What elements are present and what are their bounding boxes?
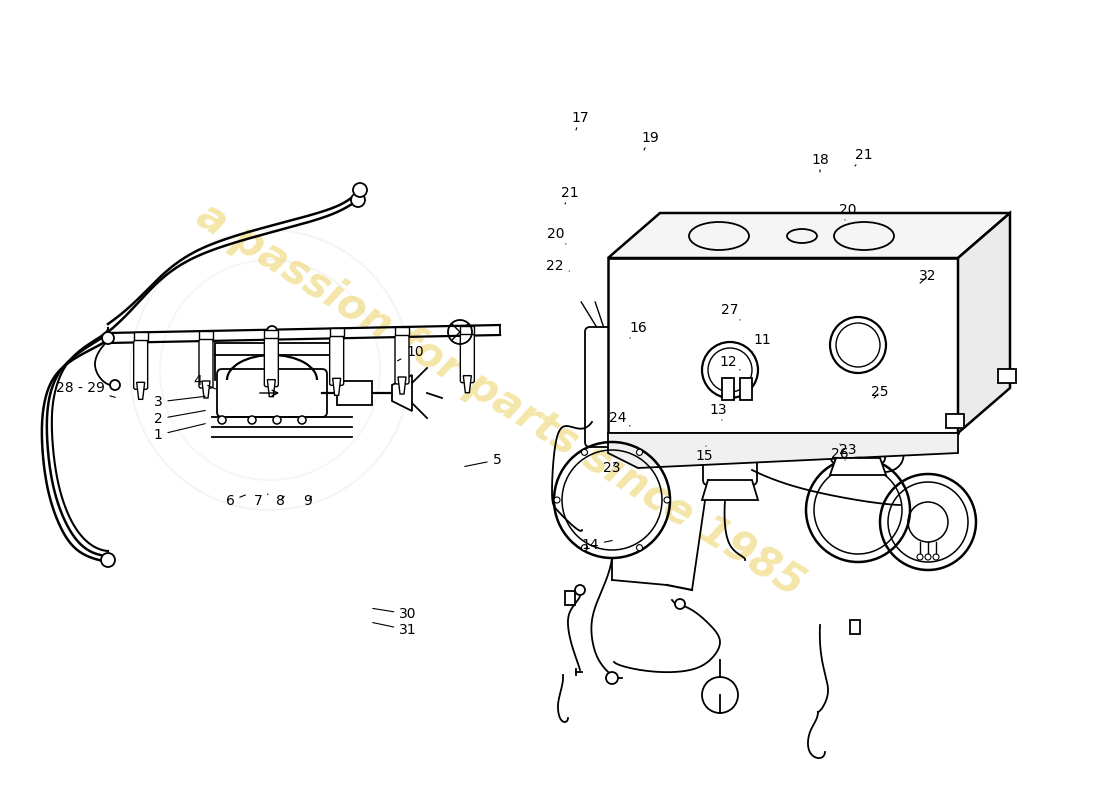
FancyBboxPatch shape	[330, 336, 343, 386]
Text: 9: 9	[304, 494, 312, 508]
Text: 8: 8	[276, 494, 285, 508]
Polygon shape	[332, 378, 341, 395]
Circle shape	[353, 183, 367, 197]
Bar	[850, 620, 860, 634]
Circle shape	[637, 450, 642, 455]
Polygon shape	[202, 381, 210, 398]
Bar	[946, 414, 964, 428]
Text: a passion for parts since 1985: a passion for parts since 1985	[188, 194, 812, 606]
Text: 26: 26	[832, 444, 849, 461]
Text: 21: 21	[561, 186, 579, 204]
Text: 31: 31	[373, 622, 417, 637]
Bar	[608, 258, 958, 433]
Text: 13: 13	[710, 403, 727, 420]
Text: 16: 16	[629, 321, 647, 338]
Bar	[330, 328, 343, 336]
Text: 22: 22	[547, 259, 570, 273]
Circle shape	[101, 553, 116, 567]
Polygon shape	[702, 480, 758, 500]
Text: 2: 2	[154, 410, 206, 426]
FancyBboxPatch shape	[460, 334, 474, 382]
Circle shape	[273, 416, 280, 424]
Polygon shape	[267, 380, 275, 397]
FancyBboxPatch shape	[706, 366, 754, 429]
Polygon shape	[958, 213, 1010, 433]
Circle shape	[606, 672, 618, 684]
Circle shape	[582, 545, 587, 550]
Bar	[264, 330, 278, 338]
FancyBboxPatch shape	[395, 335, 409, 384]
Circle shape	[637, 545, 642, 550]
Circle shape	[351, 193, 365, 207]
Text: 10: 10	[397, 345, 424, 361]
Text: 30: 30	[373, 607, 417, 621]
Text: 18: 18	[811, 153, 829, 172]
Text: 23: 23	[839, 443, 857, 460]
Circle shape	[582, 450, 587, 455]
Text: 21: 21	[855, 148, 872, 166]
Polygon shape	[398, 377, 406, 394]
Bar	[565, 591, 575, 605]
Circle shape	[664, 497, 670, 503]
Circle shape	[554, 497, 560, 503]
Polygon shape	[392, 375, 412, 411]
Text: 7: 7	[254, 494, 268, 508]
Bar	[214, 343, 330, 355]
Text: 12: 12	[719, 355, 740, 370]
Polygon shape	[830, 458, 886, 475]
Bar	[460, 326, 474, 334]
Text: 28 - 29: 28 - 29	[56, 381, 116, 398]
Text: 14: 14	[581, 538, 613, 552]
FancyBboxPatch shape	[264, 338, 278, 386]
Text: 15: 15	[695, 446, 713, 463]
Circle shape	[218, 416, 226, 424]
Text: 20: 20	[839, 203, 857, 220]
Bar	[998, 369, 1016, 383]
Circle shape	[575, 585, 585, 595]
Bar	[395, 327, 409, 335]
Text: 24: 24	[609, 411, 630, 426]
Bar	[134, 332, 147, 340]
FancyBboxPatch shape	[830, 353, 886, 463]
Text: 25: 25	[871, 385, 889, 399]
FancyBboxPatch shape	[703, 375, 757, 485]
FancyBboxPatch shape	[217, 369, 327, 417]
Text: 20: 20	[548, 227, 566, 244]
Polygon shape	[608, 213, 1010, 258]
Text: 27: 27	[722, 303, 740, 320]
Text: 3: 3	[154, 395, 206, 409]
Text: 19: 19	[641, 131, 659, 150]
Bar	[199, 331, 213, 339]
Circle shape	[267, 326, 277, 336]
Circle shape	[933, 554, 939, 560]
Text: 4: 4	[194, 374, 216, 389]
Text: 17: 17	[571, 111, 588, 130]
Bar	[337, 381, 372, 405]
Circle shape	[248, 416, 256, 424]
Text: 23: 23	[603, 461, 620, 475]
Text: 11: 11	[752, 333, 771, 352]
Circle shape	[298, 416, 306, 424]
Circle shape	[917, 554, 923, 560]
Circle shape	[110, 380, 120, 390]
FancyBboxPatch shape	[199, 339, 213, 388]
Polygon shape	[463, 376, 471, 393]
Text: 5: 5	[464, 453, 502, 467]
Bar	[740, 378, 752, 400]
Text: 1: 1	[154, 424, 206, 442]
Circle shape	[925, 554, 931, 560]
Polygon shape	[608, 433, 958, 468]
Bar	[722, 378, 734, 400]
Circle shape	[675, 599, 685, 609]
FancyBboxPatch shape	[134, 340, 147, 390]
Text: 32: 32	[920, 269, 937, 283]
Polygon shape	[136, 382, 145, 399]
FancyBboxPatch shape	[585, 327, 639, 447]
Circle shape	[102, 332, 114, 344]
Text: 6: 6	[226, 494, 245, 508]
